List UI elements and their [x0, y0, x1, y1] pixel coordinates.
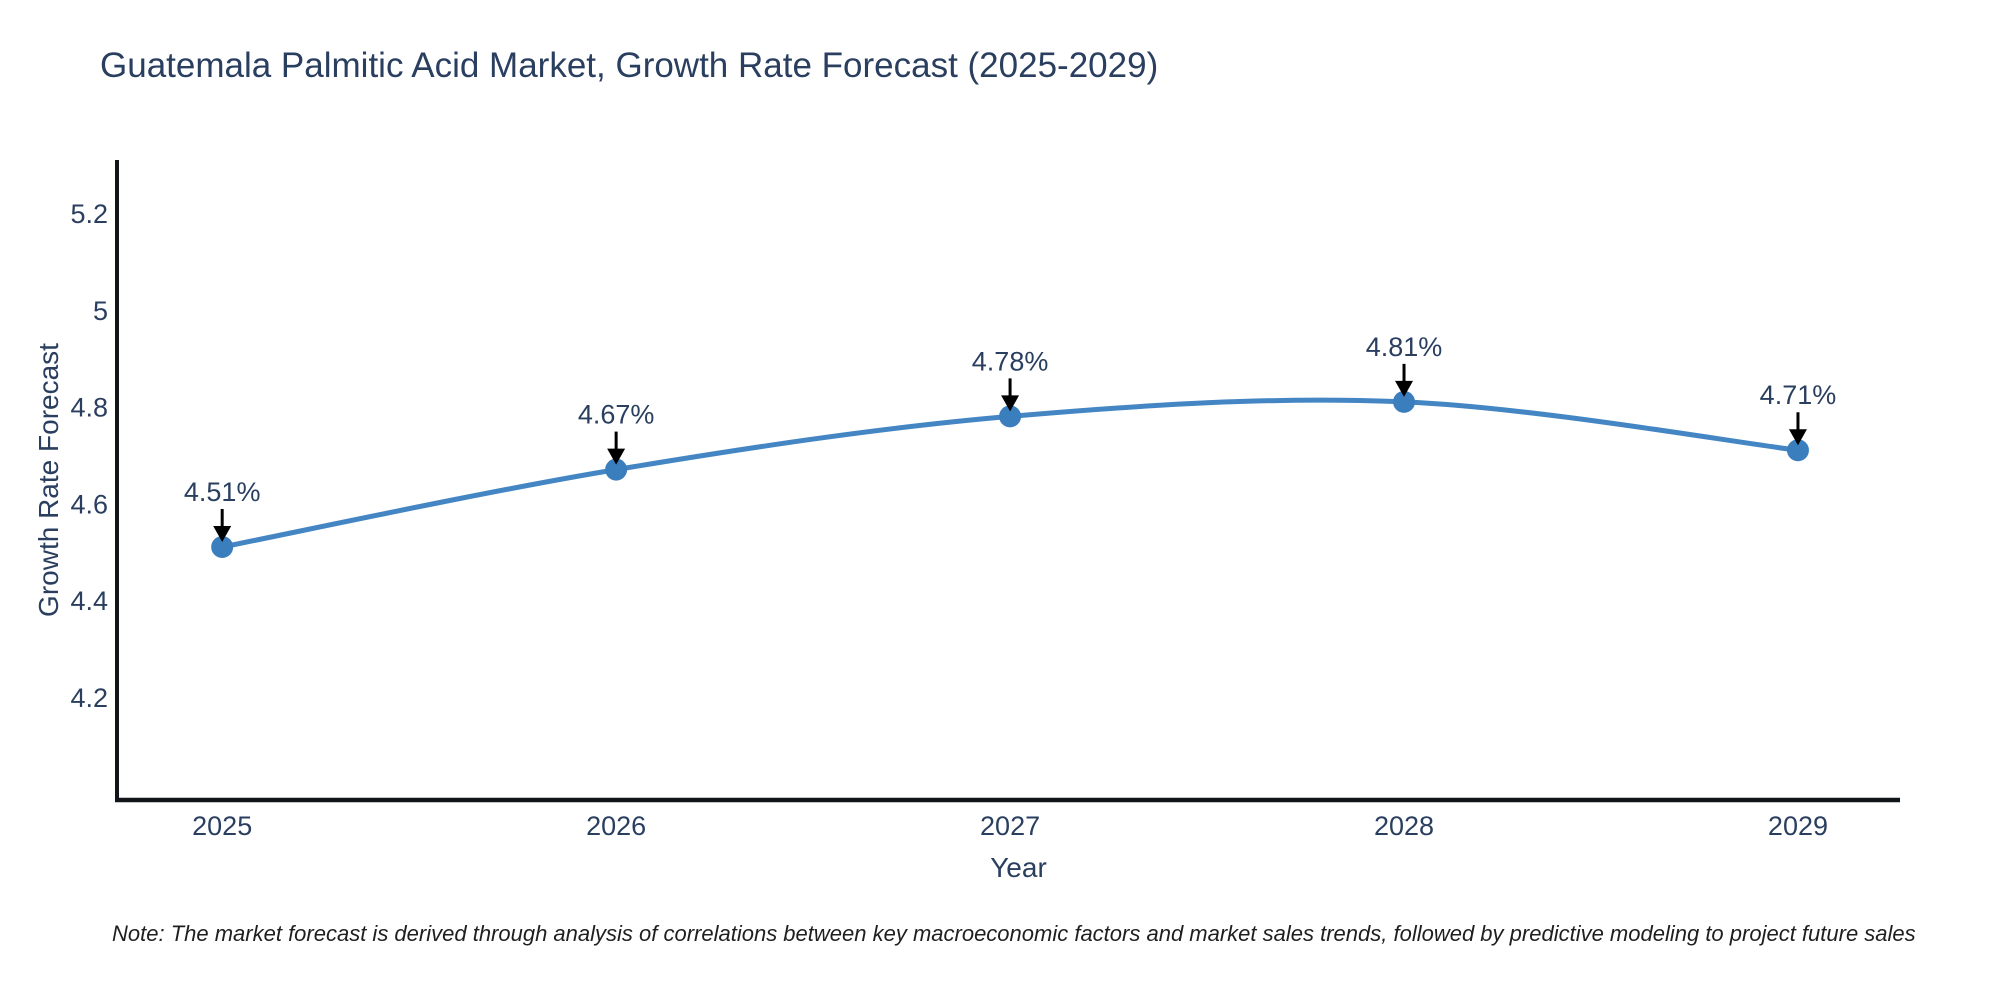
data-point-marker	[1393, 390, 1416, 413]
annotation-arrow-head	[1788, 429, 1807, 446]
x-tick-label: 2029	[1768, 811, 1828, 841]
annotation-arrow-head	[1001, 395, 1020, 412]
y-axis-title: Growth Rate Forecast	[33, 343, 64, 617]
point-value-label: 4.67%	[578, 400, 655, 430]
data-point-marker	[1786, 439, 1809, 462]
data-point-marker	[605, 458, 628, 481]
point-value-label: 4.81%	[1366, 332, 1443, 362]
y-tick-label: 5.2	[70, 199, 108, 229]
point-value-label: 4.71%	[1760, 380, 1837, 410]
y-tick-label: 5	[93, 296, 108, 326]
data-point-marker	[999, 405, 1022, 428]
x-tick-label: 2028	[1374, 811, 1434, 841]
annotation-arrow-head	[213, 525, 232, 542]
point-value-label: 4.78%	[972, 346, 1049, 376]
x-tick-label: 2026	[586, 811, 646, 841]
data-point-marker	[211, 535, 234, 558]
annotation-arrow-head	[607, 448, 626, 465]
x-tick-label: 2027	[980, 811, 1040, 841]
y-tick-label: 4.2	[70, 683, 108, 713]
footnote: Note: The market forecast is derived thr…	[112, 921, 1916, 946]
point-value-label: 4.51%	[184, 477, 261, 507]
annotation-arrow-head	[1395, 380, 1414, 397]
x-tick-label: 2025	[192, 811, 252, 841]
chart-title: Guatemala Palmitic Acid Market, Growth R…	[100, 46, 1159, 85]
y-tick-label: 4.6	[70, 489, 108, 519]
x-axis-title: Year	[990, 852, 1047, 883]
y-tick-label: 4.4	[70, 586, 108, 616]
y-tick-label: 4.8	[70, 393, 108, 423]
